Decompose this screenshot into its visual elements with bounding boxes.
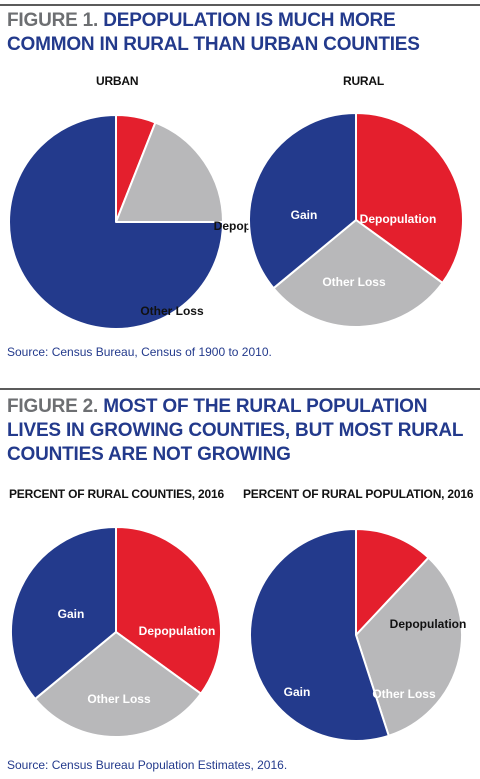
pie-slice-other-loss (355, 556, 463, 737)
pie-label-depopulation: Depopulation (139, 624, 216, 638)
figure-1-title: DEPOPULATION IS MUCH MORE COMMON IN RURA… (7, 10, 420, 55)
figure-1-number: FIGURE 1. (7, 10, 99, 31)
figure-1-top-rule (0, 4, 480, 6)
pie-label-depopulation: Depopulation (360, 212, 437, 226)
figure-1-source: Source: Census Bureau, Census of 1900 to… (7, 345, 272, 359)
figure-2-heading: FIGURE 2. MOST OF THE RURAL POPULATION L… (7, 395, 473, 467)
pie-label-gain: Gain (291, 208, 318, 222)
pie-label-gain: Gain (284, 685, 311, 699)
figure-2-top-rule (0, 388, 480, 390)
pie-label-other-loss: Other Loss (322, 275, 386, 289)
pie-label-other-loss: Other Loss (87, 692, 151, 706)
pie-slice-depopulation (355, 112, 464, 284)
rural-counties-pie-title: PERCENT OF RURAL COUNTIES, 2016 (9, 487, 224, 501)
pie-label-depopulation: Depopulation (390, 617, 467, 631)
pie-slice-gain (248, 112, 357, 290)
figure-1-heading: FIGURE 1. DEPOPULATION IS MUCH MORE COMM… (7, 9, 473, 57)
rural-counties-pie-chart: Depopulation Other Loss Gain (10, 526, 223, 738)
pie-label-other-loss: Other Loss (372, 687, 436, 701)
pie-slice-depopulation (115, 526, 223, 695)
pie-slice-gain (249, 528, 390, 742)
pie-label-gain: Gain (73, 344, 100, 358)
figure-2-title: MOST OF THE RURAL POPULATION LIVES IN GR… (7, 396, 463, 465)
pie-slice-gain (8, 114, 224, 330)
pie-slice-other-loss (115, 121, 224, 223)
figure-2-number: FIGURE 2. (7, 396, 99, 417)
figure-2-source: Source: Census Bureau Population Estimat… (7, 758, 288, 772)
rural-population-pie-chart: Depopulation Other Loss Gain (249, 528, 467, 742)
rural-pie-chart: Depopulation Other Loss Gain (248, 112, 464, 328)
rural-pie-title: RURAL (343, 74, 384, 88)
pie-slice-depopulation (355, 528, 430, 636)
rural-population-pie-title: PERCENT OF RURAL POPULATION, 2016 (243, 487, 474, 501)
urban-pie-title: URBAN (96, 74, 139, 88)
pie-slice-other-loss (272, 219, 444, 328)
pie-slice-other-loss (34, 631, 202, 738)
pie-label-gain: Gain (58, 607, 85, 621)
pie-slice-gain (10, 526, 117, 700)
pie-label-other-loss: Other Loss (140, 304, 204, 318)
